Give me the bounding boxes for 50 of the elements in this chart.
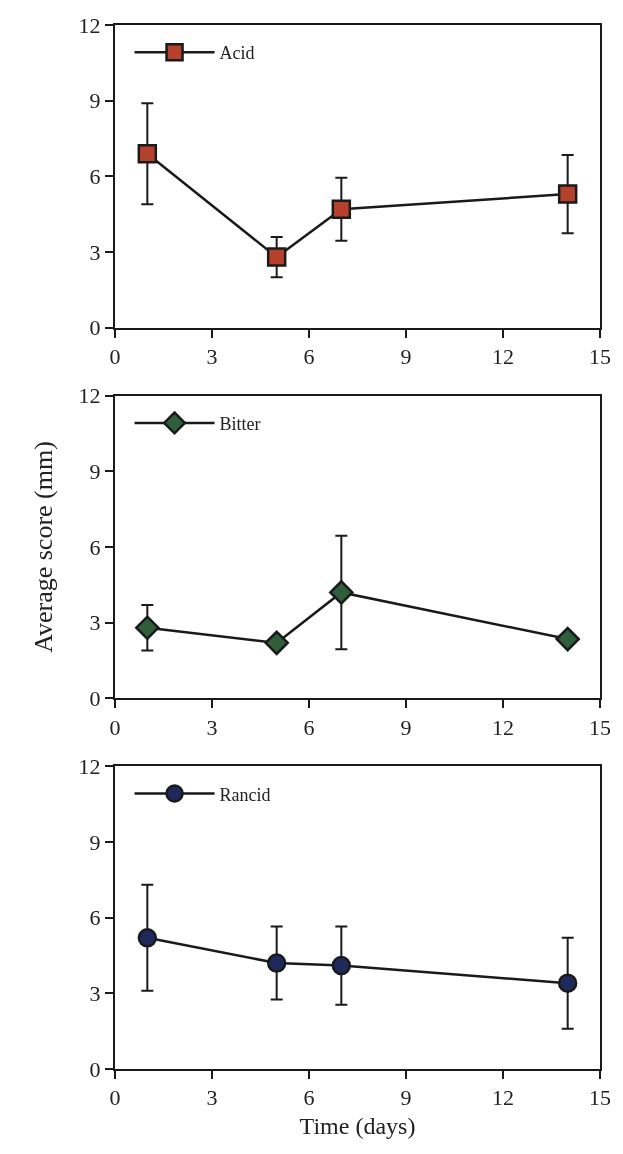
point xyxy=(331,955,352,976)
x-tick-label: 3 xyxy=(206,1085,218,1111)
legend-label: Bitter xyxy=(219,413,261,434)
point xyxy=(555,626,580,652)
legend-label: Acid xyxy=(219,43,255,64)
x-tick-label: 15 xyxy=(589,714,611,740)
point xyxy=(266,247,287,267)
x-tick-label: 6 xyxy=(303,344,315,370)
point xyxy=(264,630,289,656)
x-tick-label: 12 xyxy=(492,714,514,740)
y-tick-label: 3 xyxy=(89,239,101,265)
x-tick-label: 12 xyxy=(492,1085,514,1111)
y-tick-label: 12 xyxy=(78,753,101,779)
x-tick-label: 0 xyxy=(109,344,121,370)
x-axis-title: Time (days) xyxy=(299,1113,416,1140)
point xyxy=(137,928,158,948)
x-tick-label: 9 xyxy=(400,1085,412,1111)
x-tick-label: 3 xyxy=(206,714,218,740)
y-tick-label: 0 xyxy=(89,315,101,341)
y-tick-label: 9 xyxy=(89,459,101,485)
y-tick-label: 3 xyxy=(89,981,101,1007)
y-tick-label: 12 xyxy=(78,383,101,409)
x-tick-label: 0 xyxy=(109,714,121,740)
x-tick-label: 0 xyxy=(109,1085,121,1111)
point xyxy=(266,953,287,973)
x-tick-label: 3 xyxy=(206,344,218,370)
x-tick-label: 12 xyxy=(492,344,514,370)
x-tick-label: 6 xyxy=(303,714,315,740)
x-tick-label: 6 xyxy=(303,1085,315,1111)
point xyxy=(557,184,578,204)
y-tick-label: 9 xyxy=(89,829,101,855)
y-tick-label: 6 xyxy=(89,164,101,190)
x-tick-label: 15 xyxy=(589,1085,611,1111)
y-tick-label: 6 xyxy=(89,905,101,931)
y-tick-label: 6 xyxy=(89,534,101,560)
y-tick-label: 0 xyxy=(89,1056,101,1082)
x-tick-label: 15 xyxy=(589,344,611,370)
y-tick-label: 0 xyxy=(89,686,101,712)
point xyxy=(329,580,354,605)
y-tick-label: 3 xyxy=(89,610,101,636)
y-tick-label: 9 xyxy=(89,88,101,114)
y-axis-title: Average score (mm) xyxy=(29,441,59,653)
point xyxy=(137,143,158,164)
point xyxy=(135,615,160,641)
x-tick-label: 9 xyxy=(400,714,412,740)
y-tick-label: 12 xyxy=(78,12,101,38)
point xyxy=(557,973,578,993)
legend-label: Rancid xyxy=(219,784,271,805)
x-tick-label: 9 xyxy=(400,344,412,370)
point xyxy=(331,199,352,219)
